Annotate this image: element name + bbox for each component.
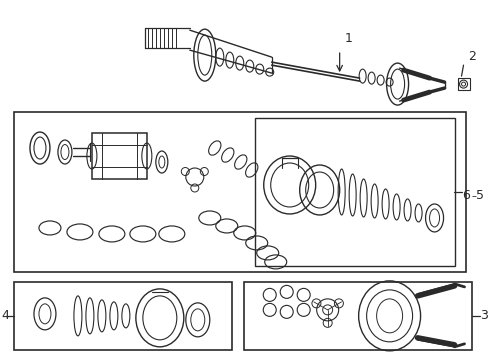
Text: 1: 1	[344, 32, 352, 45]
Text: 3: 3	[480, 309, 488, 322]
Bar	[243, 282, 470, 350]
Text: 2: 2	[468, 50, 475, 63]
Text: 5: 5	[474, 189, 483, 202]
Bar	[14, 112, 465, 272]
Text: 6: 6	[462, 189, 469, 202]
Bar	[92, 133, 146, 179]
Bar	[254, 118, 454, 266]
Text: –: –	[470, 191, 475, 201]
Text: 4: 4	[1, 309, 9, 322]
Bar	[14, 282, 231, 350]
